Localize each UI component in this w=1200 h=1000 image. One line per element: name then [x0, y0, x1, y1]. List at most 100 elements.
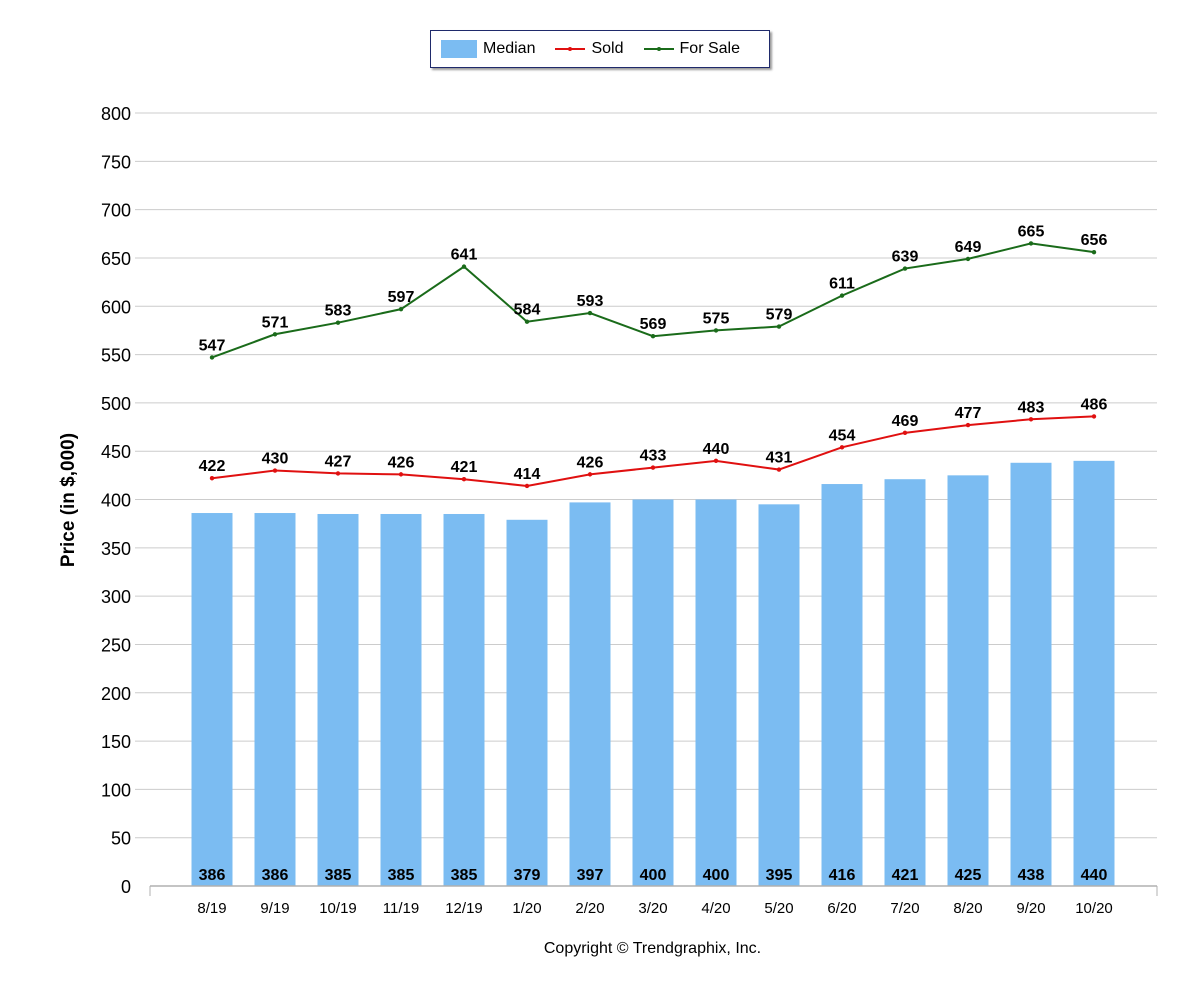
legend-item-sold: Sold	[555, 40, 624, 58]
y-axis-title: Price (in $,000)	[58, 433, 79, 567]
point-forsale	[776, 324, 782, 329]
point-sold	[965, 422, 971, 428]
bar-median	[632, 499, 674, 886]
y-tick-label: 550	[101, 346, 131, 366]
data-label-forsale: 649	[955, 239, 982, 256]
point-sold	[902, 430, 908, 436]
data-label-sold: 433	[640, 448, 667, 465]
point-sold	[524, 483, 530, 489]
data-label-sold: 426	[577, 454, 604, 471]
point-forsale	[1028, 241, 1034, 246]
data-label-sold: 427	[325, 453, 352, 470]
bar-value-label: 379	[514, 867, 541, 884]
bar-median	[821, 484, 863, 886]
y-tick-label: 750	[101, 152, 131, 172]
point-sold	[839, 445, 845, 450]
bar-median	[254, 513, 296, 886]
y-tick-label: 450	[101, 442, 131, 462]
data-label-sold: 421	[451, 459, 478, 476]
point-sold	[1091, 414, 1097, 419]
y-tick-label: 150	[101, 732, 131, 752]
point-forsale	[398, 306, 404, 312]
y-tick-label: 500	[101, 394, 131, 414]
data-label-forsale: 575	[703, 310, 730, 327]
point-forsale	[461, 264, 467, 269]
data-label-forsale: 547	[199, 337, 226, 354]
bar-median	[506, 519, 548, 886]
x-tick-label: 8/19	[197, 900, 226, 917]
point-forsale	[335, 320, 341, 325]
point-sold	[650, 465, 656, 470]
data-label-sold: 454	[829, 427, 856, 444]
bar-median	[191, 513, 233, 886]
bar-value-label: 385	[388, 867, 415, 884]
copyright-text: Copyright © Trendgraphix, Inc.	[543, 940, 762, 957]
point-forsale	[902, 266, 908, 271]
point-forsale	[1091, 249, 1097, 255]
data-label-forsale: 569	[640, 316, 667, 333]
data-label-forsale: 611	[829, 276, 855, 293]
data-label-forsale: 593	[577, 293, 604, 310]
x-tick-label: 6/20	[827, 900, 856, 917]
y-tick-label: 100	[101, 780, 131, 800]
data-label-sold: 431	[766, 450, 793, 467]
point-forsale	[965, 256, 971, 262]
y-tick-label: 350	[101, 539, 131, 559]
y-tick-label: 800	[101, 104, 131, 124]
data-label-forsale: 639	[892, 249, 919, 266]
x-tick-label: 2/20	[575, 900, 604, 917]
bar-value-label: 397	[577, 867, 604, 884]
legend-item-forsale: For Sale	[643, 40, 740, 58]
data-label-forsale: 579	[766, 307, 793, 324]
y-tick-label: 600	[101, 297, 131, 317]
legend-label-median: Median	[483, 40, 536, 57]
point-sold	[1028, 417, 1034, 422]
point-sold	[272, 468, 278, 473]
bar-median	[380, 513, 422, 886]
bar-value-label: 416	[829, 867, 856, 884]
legend-item-median: Median	[441, 40, 535, 58]
x-tick-label: 11/19	[383, 900, 419, 917]
bar-value-label: 438	[1018, 867, 1045, 884]
bar-value-label: 385	[451, 867, 478, 884]
data-label-sold: 440	[703, 441, 730, 458]
bar-value-label: 425	[955, 867, 982, 884]
bar-median	[1010, 462, 1052, 886]
data-label-forsale: 583	[325, 303, 352, 320]
data-label-sold: 483	[1018, 399, 1045, 416]
data-label-sold: 414	[514, 466, 541, 483]
y-tick-label: 300	[101, 587, 131, 607]
bar-value-label: 400	[640, 867, 667, 884]
point-forsale	[650, 334, 656, 339]
x-tick-label: 8/20	[953, 900, 982, 917]
point-sold	[461, 477, 467, 482]
point-forsale	[587, 310, 593, 316]
legend-swatch-sold	[555, 44, 586, 54]
x-tick-label: 9/19	[260, 900, 289, 917]
point-sold	[587, 472, 593, 477]
legend-swatch-median	[441, 40, 477, 58]
bar-value-label: 386	[199, 867, 226, 884]
line-forsale	[211, 242, 1095, 359]
data-label-sold: 426	[388, 454, 415, 471]
data-label-sold: 422	[199, 458, 226, 475]
point-sold	[398, 472, 404, 477]
data-label-sold: 477	[955, 405, 982, 422]
point-forsale	[713, 328, 719, 333]
legend-label-forsale: For Sale	[679, 40, 740, 57]
x-tick-label: 9/20	[1016, 900, 1045, 917]
bar-median	[569, 502, 611, 886]
x-tick-label: 10/19	[319, 900, 357, 917]
bar-median	[884, 479, 926, 886]
y-tick-label: 700	[101, 201, 131, 221]
y-tick-label: 650	[101, 249, 131, 269]
x-tick-label: 1/20	[512, 900, 541, 917]
x-tick-label: 7/20	[890, 900, 919, 917]
data-label-forsale: 597	[388, 289, 415, 306]
bar-median	[758, 504, 800, 886]
point-forsale	[839, 293, 845, 298]
legend-label-sold: Sold	[591, 40, 624, 57]
data-label-sold: 486	[1081, 396, 1108, 413]
y-tick-label: 50	[111, 829, 131, 849]
